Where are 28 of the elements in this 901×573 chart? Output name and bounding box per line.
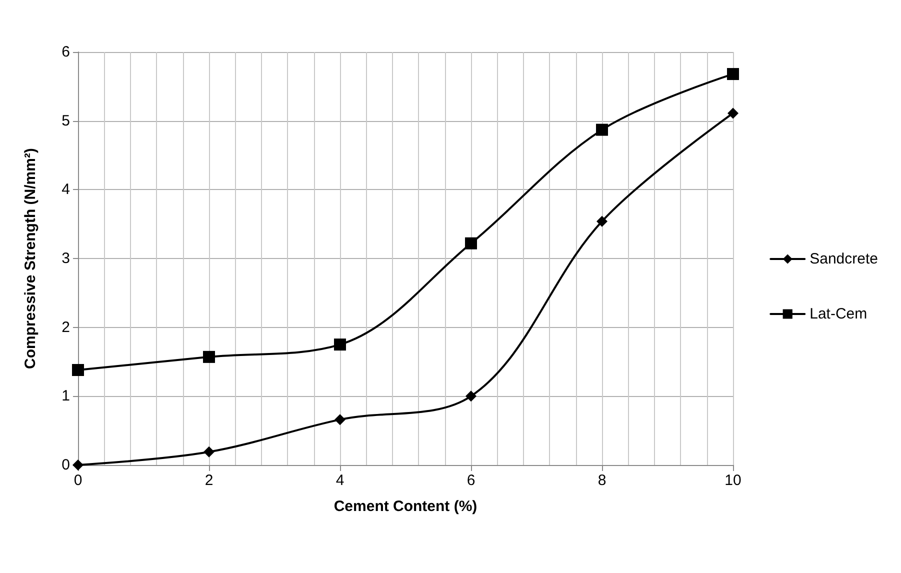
y-tick-label: 3 <box>62 250 70 267</box>
legend-label: Sandcrete <box>810 250 878 268</box>
point <box>204 446 214 458</box>
x-tick-label: 8 <box>598 472 606 489</box>
point <box>334 338 346 351</box>
y-tick-label: 1 <box>62 388 70 405</box>
legend-label: Lat-Cem <box>810 306 868 322</box>
x-tick-label: 6 <box>466 472 476 489</box>
y-tick-label: 0 <box>62 456 70 474</box>
x-tick-label: 4 <box>336 472 344 489</box>
point <box>596 124 608 136</box>
y-tick-label: 2 <box>62 318 70 336</box>
x-axis-title: Cement Content (%) <box>334 498 478 515</box>
point <box>727 68 739 80</box>
point <box>728 108 738 119</box>
point <box>72 364 84 376</box>
y-axis-title: Compressive Strength (N/mm²) <box>22 148 39 369</box>
point <box>334 414 346 426</box>
x-tick-label: 10 <box>724 472 742 489</box>
x-tick-label: 0 <box>74 472 82 489</box>
point <box>596 216 608 227</box>
point <box>465 237 477 250</box>
y-tick-label: 6 <box>62 44 70 60</box>
y-tick-label: 4 <box>62 181 70 198</box>
point <box>203 350 215 363</box>
point <box>466 390 476 402</box>
y-tick-label: 5 <box>62 112 70 130</box>
x-tick-label: 2 <box>204 472 214 489</box>
